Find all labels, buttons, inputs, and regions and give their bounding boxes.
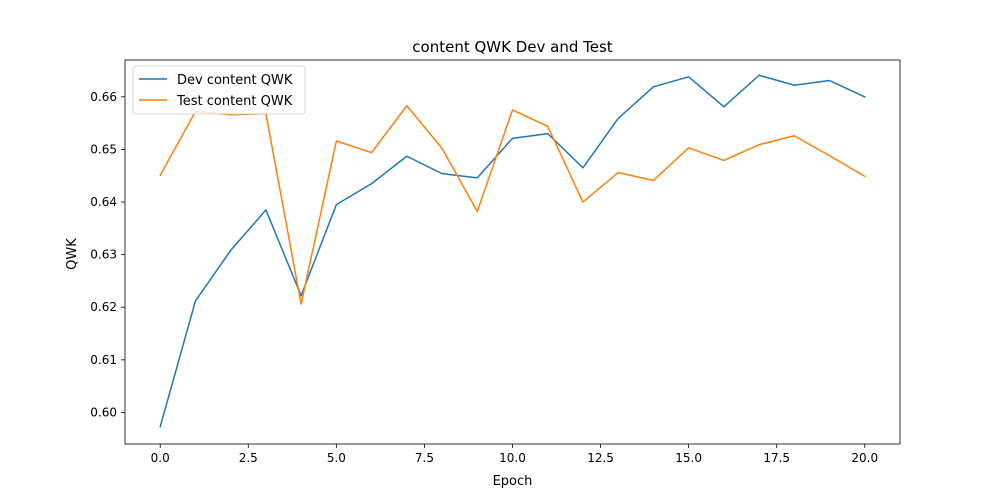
x-tick-label: 7.5 xyxy=(415,451,434,465)
y-tick-label: 0.60 xyxy=(90,405,117,419)
y-tick-label: 0.66 xyxy=(90,90,117,104)
x-tick-label: 5.0 xyxy=(327,451,346,465)
plot-area: 0.0 2.5 5.0 7.5 10.0 12.5 15.0 17.5 20.0 0.60 0.61… xyxy=(90,59,901,465)
legend-label-1: Test content QWK xyxy=(176,94,293,109)
x-tick-label: 17.5 xyxy=(763,451,790,465)
series-line-1 xyxy=(159,105,866,305)
series-line-0 xyxy=(159,74,866,428)
x-tick-label: 2.5 xyxy=(239,451,258,465)
y-tick-label: 0.62 xyxy=(90,300,117,314)
x-tick-label: 10.0 xyxy=(499,451,526,465)
x-tick-label: 15.0 xyxy=(675,451,702,465)
x-axis-label: Epoch xyxy=(493,474,533,489)
chart-title: content QWK Dev and Test xyxy=(412,38,613,56)
y-axis-label: QWK xyxy=(65,238,80,270)
y-tick-label: 0.64 xyxy=(90,195,117,209)
x-tick-label: 12.5 xyxy=(587,451,614,465)
legend-box xyxy=(132,65,306,115)
y-tick-label: 0.63 xyxy=(90,248,117,262)
y-tick-label: 0.65 xyxy=(90,142,117,156)
legend-label-0: Dev content QWK xyxy=(177,73,293,88)
x-tick-label: 0.0 xyxy=(151,451,170,465)
x-tick-label: 20.0 xyxy=(851,451,878,465)
y-tick-label: 0.61 xyxy=(90,353,117,367)
legend: Dev content QWK Test content QWK xyxy=(132,65,306,115)
